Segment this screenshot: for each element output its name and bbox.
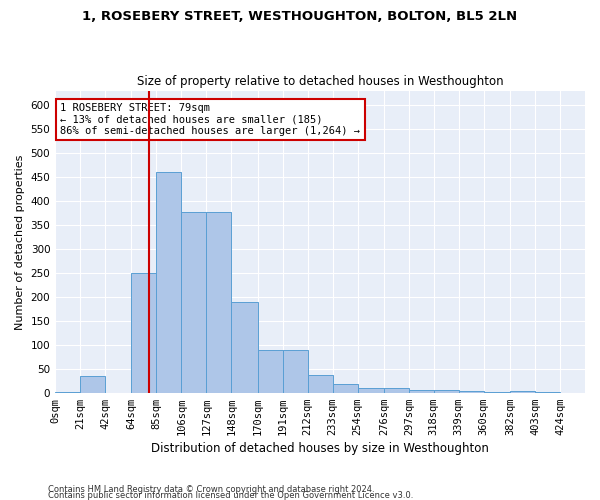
Text: 1, ROSEBERY STREET, WESTHOUGHTON, BOLTON, BL5 2LN: 1, ROSEBERY STREET, WESTHOUGHTON, BOLTON… [82, 10, 518, 23]
Text: Contains HM Land Registry data © Crown copyright and database right 2024.: Contains HM Land Registry data © Crown c… [48, 484, 374, 494]
Bar [308, 375, 332, 392]
Bar [157, 172, 181, 392]
Bar [206, 212, 232, 392]
Bar [409, 390, 434, 392]
Bar [181, 212, 206, 392]
Bar [434, 390, 459, 392]
Title: Size of property relative to detached houses in Westhoughton: Size of property relative to detached ho… [137, 76, 503, 88]
Y-axis label: Number of detached properties: Number of detached properties [15, 154, 25, 330]
X-axis label: Distribution of detached houses by size in Westhoughton: Distribution of detached houses by size … [151, 442, 489, 455]
Bar [283, 350, 308, 393]
Bar [232, 302, 257, 392]
Bar [384, 388, 409, 392]
Bar [131, 273, 157, 392]
Bar [332, 384, 358, 392]
Text: 1 ROSEBERY STREET: 79sqm
← 13% of detached houses are smaller (185)
86% of semi-: 1 ROSEBERY STREET: 79sqm ← 13% of detach… [61, 103, 361, 136]
Bar [257, 350, 283, 393]
Bar [358, 388, 384, 392]
Text: Contains public sector information licensed under the Open Government Licence v3: Contains public sector information licen… [48, 490, 413, 500]
Bar [80, 376, 105, 392]
